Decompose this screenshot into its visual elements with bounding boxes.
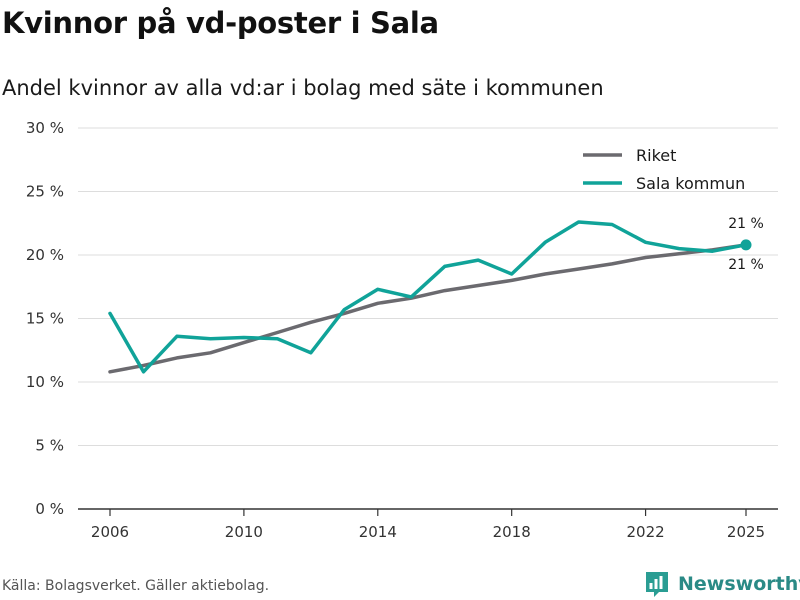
series-line-riket [108, 243, 748, 374]
line-chart: 0 %5 %10 %15 %20 %25 %30 % 2006 2010 2014 2… [26, 119, 778, 541]
y-tick-label: 25 % [26, 183, 64, 201]
y-axis-ticks: 0 % 5 % 10 % 15 % 20 % 25 % 30 % [26, 119, 64, 518]
x-tick-label: 2022 [626, 523, 664, 541]
chart-title: Kvinnor på vd-poster i Sala [2, 6, 439, 40]
x-tick-label: 2018 [493, 523, 531, 541]
end-labels: 21 % 21 % [728, 216, 764, 273]
end-label-riket: 21 % [728, 216, 764, 232]
y-tick-label: 5 % [35, 437, 64, 455]
legend-label-sala-kommun: Sala kommun [636, 174, 745, 193]
brand-name: Newsworthy [678, 573, 800, 595]
y-tick-label: 0 % [35, 500, 64, 518]
legend-label-riket: Riket [636, 146, 676, 165]
newsworthy-logo-icon [646, 572, 668, 597]
end-label-sala-kommun: 21 % [728, 257, 764, 273]
brand-logo: Newsworthy [644, 570, 800, 598]
x-tick-label: 2010 [225, 523, 263, 541]
x-tick-label: 2014 [359, 523, 397, 541]
x-tick-label: 2006 [91, 523, 129, 541]
series-line-sala-kommun [108, 220, 748, 374]
series-lines [108, 220, 752, 374]
chart-subtitle: Andel kvinnor av alla vd:ar i bolag med … [2, 76, 604, 100]
source-note: Källa: Bolagsverket. Gäller aktiebolag. [2, 578, 270, 594]
y-tick-label: 10 % [26, 373, 64, 391]
y-tick-label: 20 % [26, 246, 64, 264]
x-tick-label: 2025 [727, 523, 765, 541]
legend: Riket Sala kommun [583, 146, 745, 193]
y-tick-label: 30 % [26, 119, 64, 137]
y-tick-label: 15 % [26, 310, 64, 328]
x-axis: 2006 2010 2014 2018 2022 2025 [78, 508, 778, 541]
end-point-sala-kommun [740, 239, 752, 251]
